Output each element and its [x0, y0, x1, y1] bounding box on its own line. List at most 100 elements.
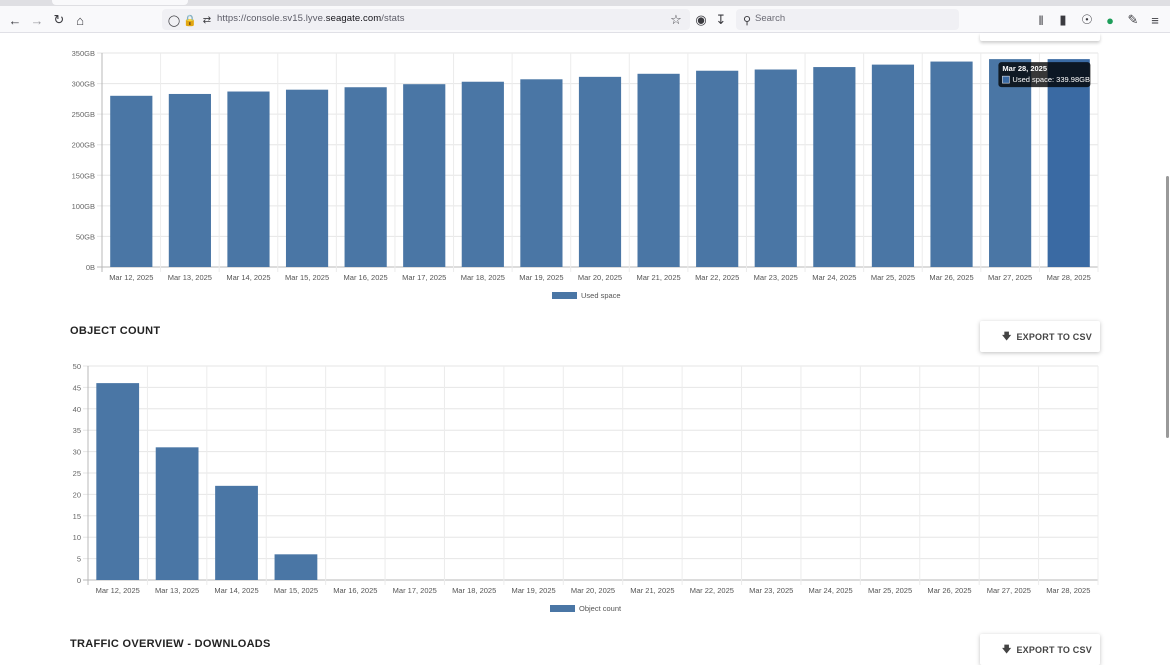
- x-tick-label: Mar 13, 2025: [155, 586, 199, 595]
- bar: [461, 81, 504, 267]
- bar: [871, 64, 915, 267]
- download-icon: 🡇: [1002, 330, 1012, 341]
- back-icon[interactable]: ←: [8, 12, 22, 28]
- export-csv-button[interactable]: 🡇 EXPORT TO CSV: [980, 321, 1100, 352]
- export-csv-button-previous[interactable]: [980, 33, 1100, 41]
- y-tick-label: 45: [73, 383, 81, 392]
- x-tick-label: Mar 18, 2025: [461, 273, 505, 282]
- bar: [989, 59, 1032, 267]
- x-tick-label: Mar 15, 2025: [285, 273, 329, 282]
- extensions-icon[interactable]: ✎: [1127, 12, 1139, 27]
- tooltip-text: Used space: 339.98GB: [1012, 75, 1090, 84]
- object-count-chart: 0 5 10 15 20 25 30 35 40 45 50 Mar 12, 2025 Mar 13, …: [73, 362, 1099, 613]
- x-tick-label: Mar 28, 2025: [1047, 273, 1091, 282]
- export-csv-button-traffic[interactable]: 🡇 EXPORT TO CSV: [980, 634, 1100, 665]
- url-prefix: https://console.sv15.lyve.: [217, 13, 326, 24]
- y-tick-label: 150GB: [72, 171, 95, 180]
- x-tick-label: Mar 14, 2025: [214, 586, 258, 595]
- bar: [155, 447, 199, 580]
- x-tick-label: Mar 17, 2025: [402, 273, 446, 282]
- forward-icon[interactable]: →: [30, 12, 44, 28]
- tooltip-swatch: [1002, 75, 1010, 84]
- permissions-icon[interactable]: ⇄: [202, 14, 212, 26]
- x-tick-label: Mar 17, 2025: [393, 586, 437, 595]
- search-placeholder: Search: [755, 13, 786, 24]
- bar: [215, 485, 258, 580]
- url-text[interactable]: https://console.sv15.lyve.seagate.com/st…: [217, 13, 405, 24]
- x-tick-label: Mar 24, 2025: [812, 273, 856, 282]
- x-tick-label: Mar 26, 2025: [927, 586, 971, 595]
- x-tick-label: Mar 19, 2025: [519, 273, 563, 282]
- grammarly-icon[interactable]: ●: [1106, 12, 1114, 28]
- y-tick-label: 15: [73, 512, 81, 521]
- y-tick-label: 40: [73, 405, 81, 414]
- home-icon[interactable]: ⌂: [76, 12, 84, 28]
- y-tick-label: 5: [77, 555, 81, 564]
- account-icon[interactable]: ☉: [1081, 12, 1093, 27]
- bar: [227, 91, 270, 267]
- bar: [285, 89, 329, 267]
- bar: [754, 69, 797, 267]
- reload-icon[interactable]: ↻: [53, 12, 65, 27]
- x-tick-label: Mar 16, 2025: [333, 586, 377, 595]
- y-tick-label: 10: [73, 533, 81, 542]
- y-tick-label: 35: [73, 426, 81, 435]
- bar: [344, 87, 387, 267]
- legend-label: Used space: [581, 291, 621, 300]
- x-tick-label: Mar 15, 2025: [274, 586, 318, 595]
- bookmark-star-icon[interactable]: ☆: [670, 12, 682, 27]
- x-tick-label: Mar 18, 2025: [452, 586, 496, 595]
- x-tick-label: Mar 12, 2025: [96, 586, 140, 595]
- y-tick-label: 100GB: [72, 202, 95, 211]
- y-tick-label: 350GB: [72, 49, 95, 58]
- used-space-chart: 0B 50GB 100GB 150GB 200GB 250GB 300GB 350GB Mar …: [72, 49, 1099, 300]
- bar: [696, 70, 739, 267]
- x-tick-label: Mar 21, 2025: [630, 586, 674, 595]
- downloads-icon[interactable]: ↧: [715, 12, 727, 27]
- x-tick-label: Mar 16, 2025: [344, 273, 388, 282]
- download-icon: 🡇: [1002, 643, 1012, 654]
- scrollbar-thumb[interactable]: [1166, 176, 1169, 438]
- y-tick-label: 25: [73, 469, 81, 478]
- export-csv-label: EXPORT TO CSV: [1016, 644, 1092, 655]
- page-scrollbar[interactable]: [1164, 34, 1170, 663]
- x-tick-label: Mar 27, 2025: [988, 273, 1032, 282]
- y-tick-label: 0: [77, 576, 81, 585]
- url-bar[interactable]: ◯ 🔒 ⇄ https://console.sv15.lyve.seagate.…: [162, 9, 690, 30]
- legend-swatch: [550, 605, 575, 612]
- legend-swatch: [552, 292, 577, 299]
- bar: [168, 93, 211, 267]
- shield-icon[interactable]: ◯: [167, 14, 181, 27]
- x-tick-label: Mar 24, 2025: [809, 586, 853, 595]
- x-tick-label: Mar 14, 2025: [226, 273, 270, 282]
- x-tick-label: Mar 23, 2025: [754, 273, 798, 282]
- search-bar[interactable]: ⚲ Search: [736, 9, 959, 30]
- bar: [96, 383, 140, 580]
- x-tick-label: Mar 20, 2025: [578, 273, 622, 282]
- x-tick-label: Mar 23, 2025: [749, 586, 793, 595]
- x-tick-label: Mar 25, 2025: [868, 586, 912, 595]
- sidebar-icon[interactable]: ▮: [1059, 12, 1067, 27]
- url-path: /stats: [381, 13, 405, 24]
- export-csv-label: EXPORT TO CSV: [1016, 331, 1092, 342]
- y-tick-label: 20: [73, 490, 81, 499]
- y-tick-label: 250GB: [72, 110, 95, 119]
- tooltip-box: [998, 62, 1091, 88]
- bar: [110, 95, 153, 267]
- lock-icon[interactable]: 🔒: [183, 14, 197, 27]
- x-tick-label: Mar 20, 2025: [571, 586, 615, 595]
- y-tick-label: 50GB: [76, 232, 95, 241]
- menu-icon[interactable]: ≡: [1151, 12, 1159, 28]
- bar: [520, 79, 563, 267]
- pocket-icon[interactable]: ◉: [695, 12, 707, 27]
- bar: [1047, 59, 1090, 268]
- bar: [813, 67, 856, 267]
- bar: [930, 61, 973, 267]
- object-count-title: OBJECT COUNT: [70, 325, 161, 337]
- tooltip-title: Mar 28, 2025: [1002, 64, 1047, 73]
- library-icon[interactable]: ‖: [1038, 12, 1044, 28]
- y-tick-label: 0B: [86, 263, 95, 272]
- x-tick-label: Mar 19, 2025: [511, 586, 555, 595]
- traffic-downloads-title: TRAFFIC OVERVIEW - DOWNLOADS: [70, 638, 271, 650]
- active-tab[interactable]: [52, 0, 188, 5]
